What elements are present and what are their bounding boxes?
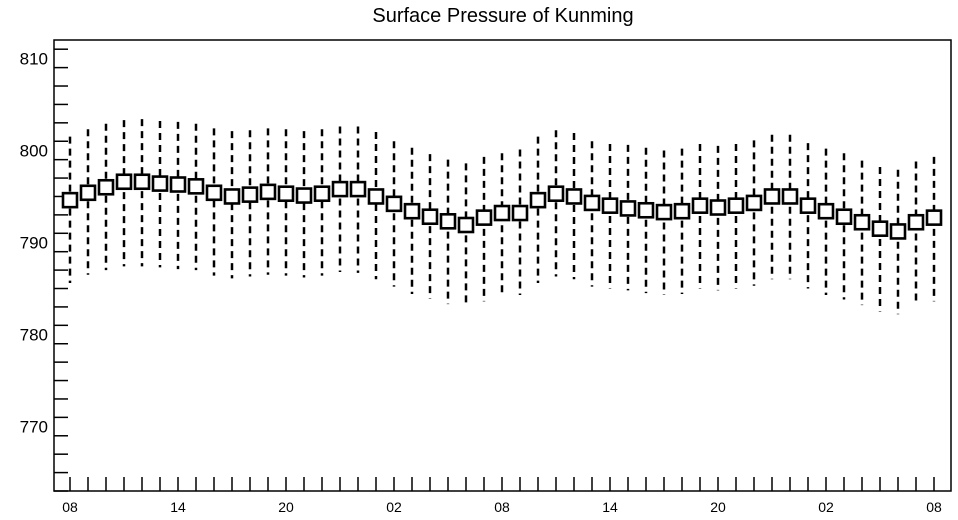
y-tick-label: 790	[20, 233, 48, 252]
chart-title: Surface Pressure of Kunming	[372, 5, 633, 27]
x-tick-label: 20	[278, 499, 294, 515]
box-marker	[673, 202, 691, 220]
box-marker	[709, 199, 727, 216]
x-tick-label: 02	[818, 499, 834, 515]
box-marker	[655, 203, 673, 221]
box-marker	[115, 173, 133, 191]
box-marker	[169, 176, 187, 193]
y-tick-label: 810	[20, 49, 48, 68]
box-marker	[205, 184, 223, 202]
x-tick-label: 08	[926, 499, 942, 515]
box-marker	[61, 191, 79, 209]
box-marker	[583, 194, 601, 212]
box-marker	[349, 180, 367, 198]
box-marker	[223, 188, 241, 205]
box-marker	[637, 201, 655, 219]
box-marker	[403, 202, 421, 220]
whiskers	[68, 119, 936, 315]
x-axis: 08 14 20 02 08 14 20 02 08	[62, 477, 942, 515]
box-marker	[763, 188, 781, 205]
box-marker	[241, 186, 259, 203]
y-tick-label: 770	[20, 418, 48, 437]
box-marker	[691, 197, 709, 214]
box-marker	[367, 188, 385, 205]
box-marker	[475, 209, 493, 226]
box-marker	[385, 195, 403, 213]
box-marker	[925, 209, 943, 226]
box-marker	[457, 216, 475, 234]
x-tick-label: 14	[170, 499, 186, 515]
boxes	[61, 173, 943, 240]
box-marker	[133, 173, 151, 191]
box-marker	[331, 180, 349, 198]
box-marker	[547, 185, 565, 203]
box-marker	[529, 191, 547, 209]
box-marker	[907, 213, 925, 231]
x-tick-label: 02	[386, 499, 402, 515]
box-marker	[871, 220, 889, 237]
box-marker	[79, 184, 97, 202]
box-marker	[601, 197, 619, 214]
x-tick-label: 08	[494, 499, 510, 515]
box-marker	[439, 213, 457, 230]
box-marker	[277, 185, 295, 203]
y-tick-label: 780	[20, 326, 48, 345]
box-marker	[745, 194, 763, 212]
box-marker	[151, 175, 169, 192]
y-tick-label: 800	[20, 141, 48, 160]
box-marker	[97, 178, 115, 196]
x-tick-label: 20	[710, 499, 726, 515]
box-marker	[187, 178, 205, 195]
box-marker	[727, 197, 745, 214]
box-marker	[313, 185, 331, 203]
box-marker	[493, 204, 511, 222]
x-tick-label: 14	[602, 499, 618, 515]
x-tick-label: 08	[62, 499, 78, 515]
box-marker	[853, 213, 871, 231]
y-axis: 770 780 790 800 810	[20, 48, 68, 492]
box-marker	[835, 208, 853, 226]
box-marker	[817, 202, 835, 220]
box-marker	[781, 188, 799, 205]
box-marker	[295, 187, 313, 204]
box-marker	[565, 188, 583, 205]
box-marker	[799, 197, 817, 214]
box-marker	[259, 183, 277, 201]
box-marker	[511, 204, 529, 222]
box-marker	[619, 200, 637, 217]
box-marker	[421, 208, 439, 226]
box-marker	[889, 223, 907, 240]
